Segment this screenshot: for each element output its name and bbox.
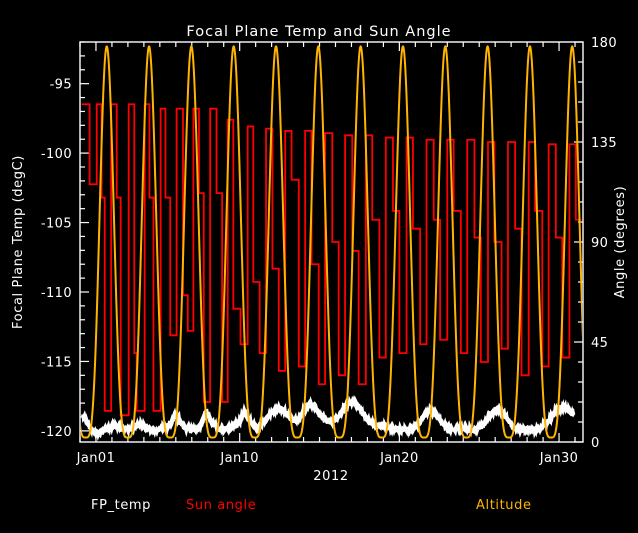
y2-tick-label: 90 bbox=[591, 236, 608, 251]
legend-entry-fp-temp: FP_temp bbox=[91, 498, 151, 513]
series-altitude bbox=[81, 45, 582, 439]
y2-tick-label: 135 bbox=[591, 136, 617, 151]
series-layer bbox=[81, 45, 582, 441]
plot-frame bbox=[79, 41, 584, 443]
y2-tick-label: 0 bbox=[591, 436, 600, 451]
chart-title: Focal Plane Temp and Sun Angle bbox=[186, 24, 451, 40]
y-tick-label: -105 bbox=[41, 217, 72, 232]
y-axis-label: Focal Plane Temp (degC) bbox=[11, 155, 26, 329]
x-tick-label: Jan10 bbox=[219, 451, 259, 466]
x-tick-label: Jan01 bbox=[76, 451, 116, 466]
tick-labels: Jan01 Jan10 Jan20 Jan30 -95 -100 -105 -110 -115 -… bbox=[41, 36, 617, 466]
legend-entry-altitude: Altitude bbox=[476, 498, 532, 513]
axis-ticks bbox=[79, 41, 583, 443]
x-axis-label: 2012 bbox=[313, 469, 348, 484]
y-tick-label: -120 bbox=[41, 425, 72, 440]
y-tick-label: -100 bbox=[41, 147, 72, 162]
chart-legend: FP_temp Sun angle Altitude bbox=[91, 498, 532, 513]
y2-tick-label: 180 bbox=[591, 36, 617, 51]
x-tick-label: Jan30 bbox=[539, 451, 579, 466]
x-tick-label: Jan20 bbox=[379, 451, 419, 466]
legend-entry-sun-angle: Sun angle bbox=[186, 498, 256, 513]
y-tick-label: -110 bbox=[41, 286, 72, 301]
y-tick-label: -95 bbox=[50, 78, 72, 93]
y2-tick-label: 45 bbox=[591, 336, 608, 351]
y2-axis-label: Angle (degrees) bbox=[613, 186, 628, 299]
y-tick-label: -115 bbox=[41, 355, 72, 370]
